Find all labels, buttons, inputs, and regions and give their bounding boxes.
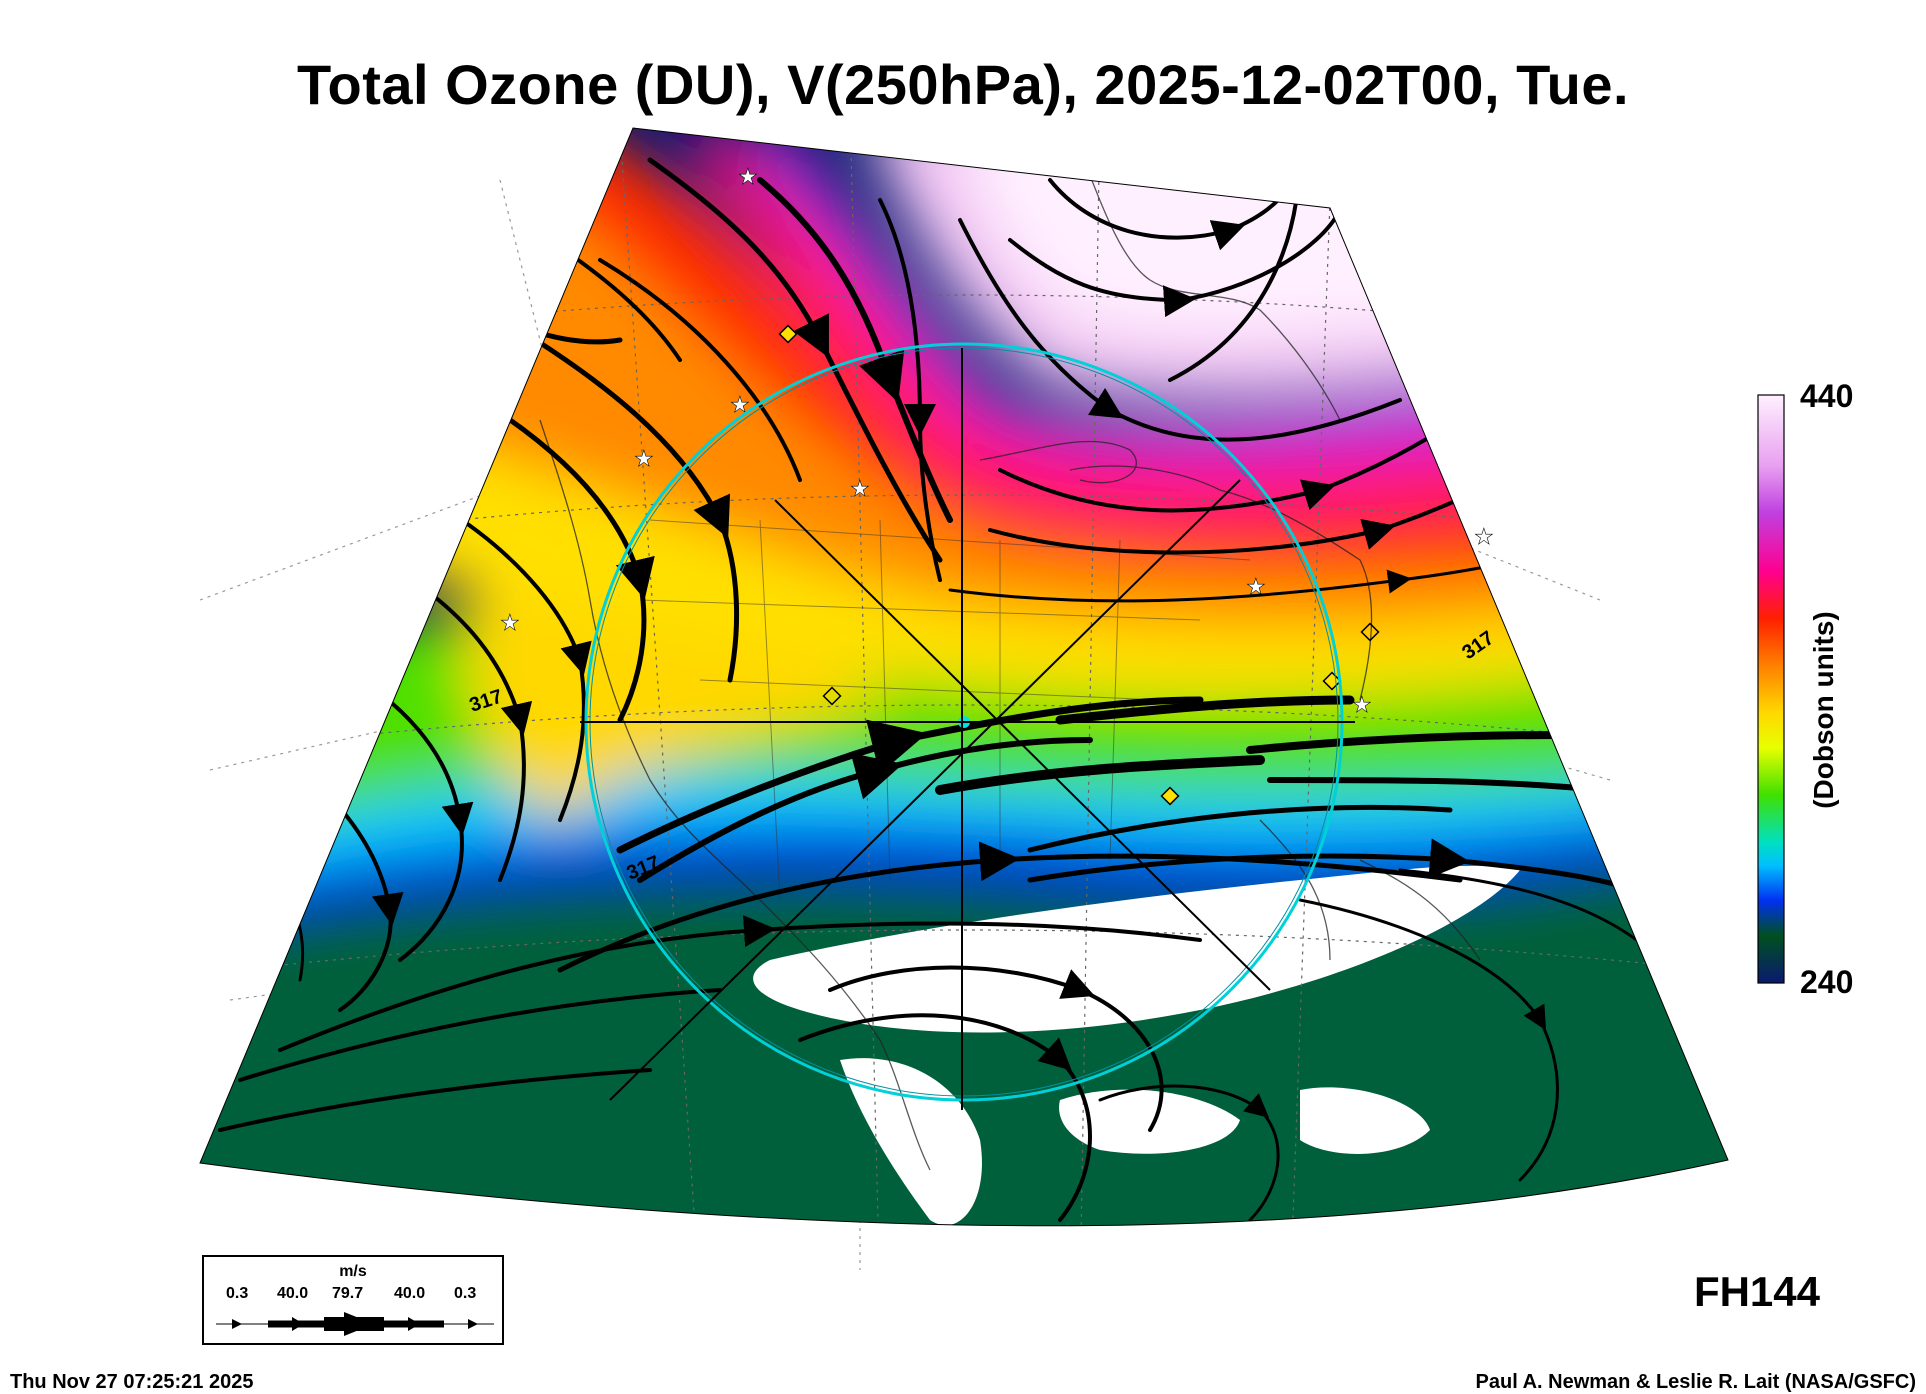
streamline — [1098, 1084, 1280, 1222]
colorbar — [1757, 394, 1785, 984]
streamline — [798, 1013, 1092, 1222]
wind-legend-value: 40.0 — [394, 1285, 426, 1302]
streamline — [935, 755, 1265, 795]
streamline — [1027, 838, 1663, 903]
streamline — [757, 177, 953, 523]
wind-legend-value: 40.0 — [277, 1285, 309, 1302]
streamline — [1267, 777, 1603, 793]
station-star: ★ — [1352, 693, 1372, 718]
station-diamond — [1360, 622, 1380, 642]
station-star: ★ — [730, 393, 750, 418]
wind-legend-unit: m/s — [339, 1263, 367, 1280]
colorbar-min-label: 240 — [1800, 964, 1854, 1000]
streamline — [958, 218, 1402, 442]
map-boundary — [199, 127, 1729, 1227]
chart-title: Total Ozone (DU), V(250hPa), 2025-12-02T… — [296, 53, 1630, 116]
station-diamond — [1160, 786, 1180, 806]
streamline — [1246, 731, 1564, 754]
streamline — [616, 696, 1204, 854]
station-markers: ★ ★ ★ ★ ★ ★ ★ ★ — [500, 165, 1494, 806]
wind-legend-value: 0.3 — [454, 1285, 477, 1302]
streamline — [828, 965, 1164, 1132]
streamline — [1055, 695, 1355, 725]
streamline — [517, 327, 740, 683]
colorbar-axis-label: (Dobson units) — [1808, 611, 1839, 809]
streamline — [278, 915, 1202, 1052]
political-boundaries — [639, 519, 1251, 901]
streamline — [238, 988, 722, 1082]
timestamp: Thu Nov 27 07:25:21 2025 — [10, 1371, 254, 1393]
streamline — [1027, 804, 1453, 853]
forecast-hour-label: FH144 — [1693, 1268, 1820, 1315]
station-star: ★ — [1474, 525, 1494, 550]
wind-legend-value: 0.3 — [226, 1285, 249, 1302]
streamline — [878, 198, 942, 582]
station-star: ★ — [850, 477, 870, 502]
crosshair-lines — [580, 348, 1355, 1110]
streamline — [598, 258, 802, 482]
streamline — [1298, 898, 1559, 1182]
wind-legend-value: 79.7 — [332, 1285, 364, 1302]
station-star: ★ — [738, 165, 758, 190]
station-star: ★ — [500, 611, 520, 636]
station-star: ★ — [634, 447, 654, 472]
station-star: ★ — [1246, 575, 1266, 600]
streamline — [647, 157, 943, 563]
streamline — [477, 397, 655, 723]
wind-legend-arrows — [216, 1312, 494, 1336]
streamline — [1008, 208, 1342, 318]
colorbar-max-label: 440 — [1800, 378, 1854, 414]
station-diamond — [778, 324, 798, 344]
wind-legend: m/s 0.3 40.0 79.7 40.0 0.3 — [202, 1255, 504, 1345]
station-diamond — [822, 686, 842, 706]
credit: Paul A. Newman & Leslie R. Lait (NASA/GS… — [1475, 1371, 1916, 1393]
streamline — [218, 1068, 652, 1132]
streamline — [428, 498, 592, 822]
